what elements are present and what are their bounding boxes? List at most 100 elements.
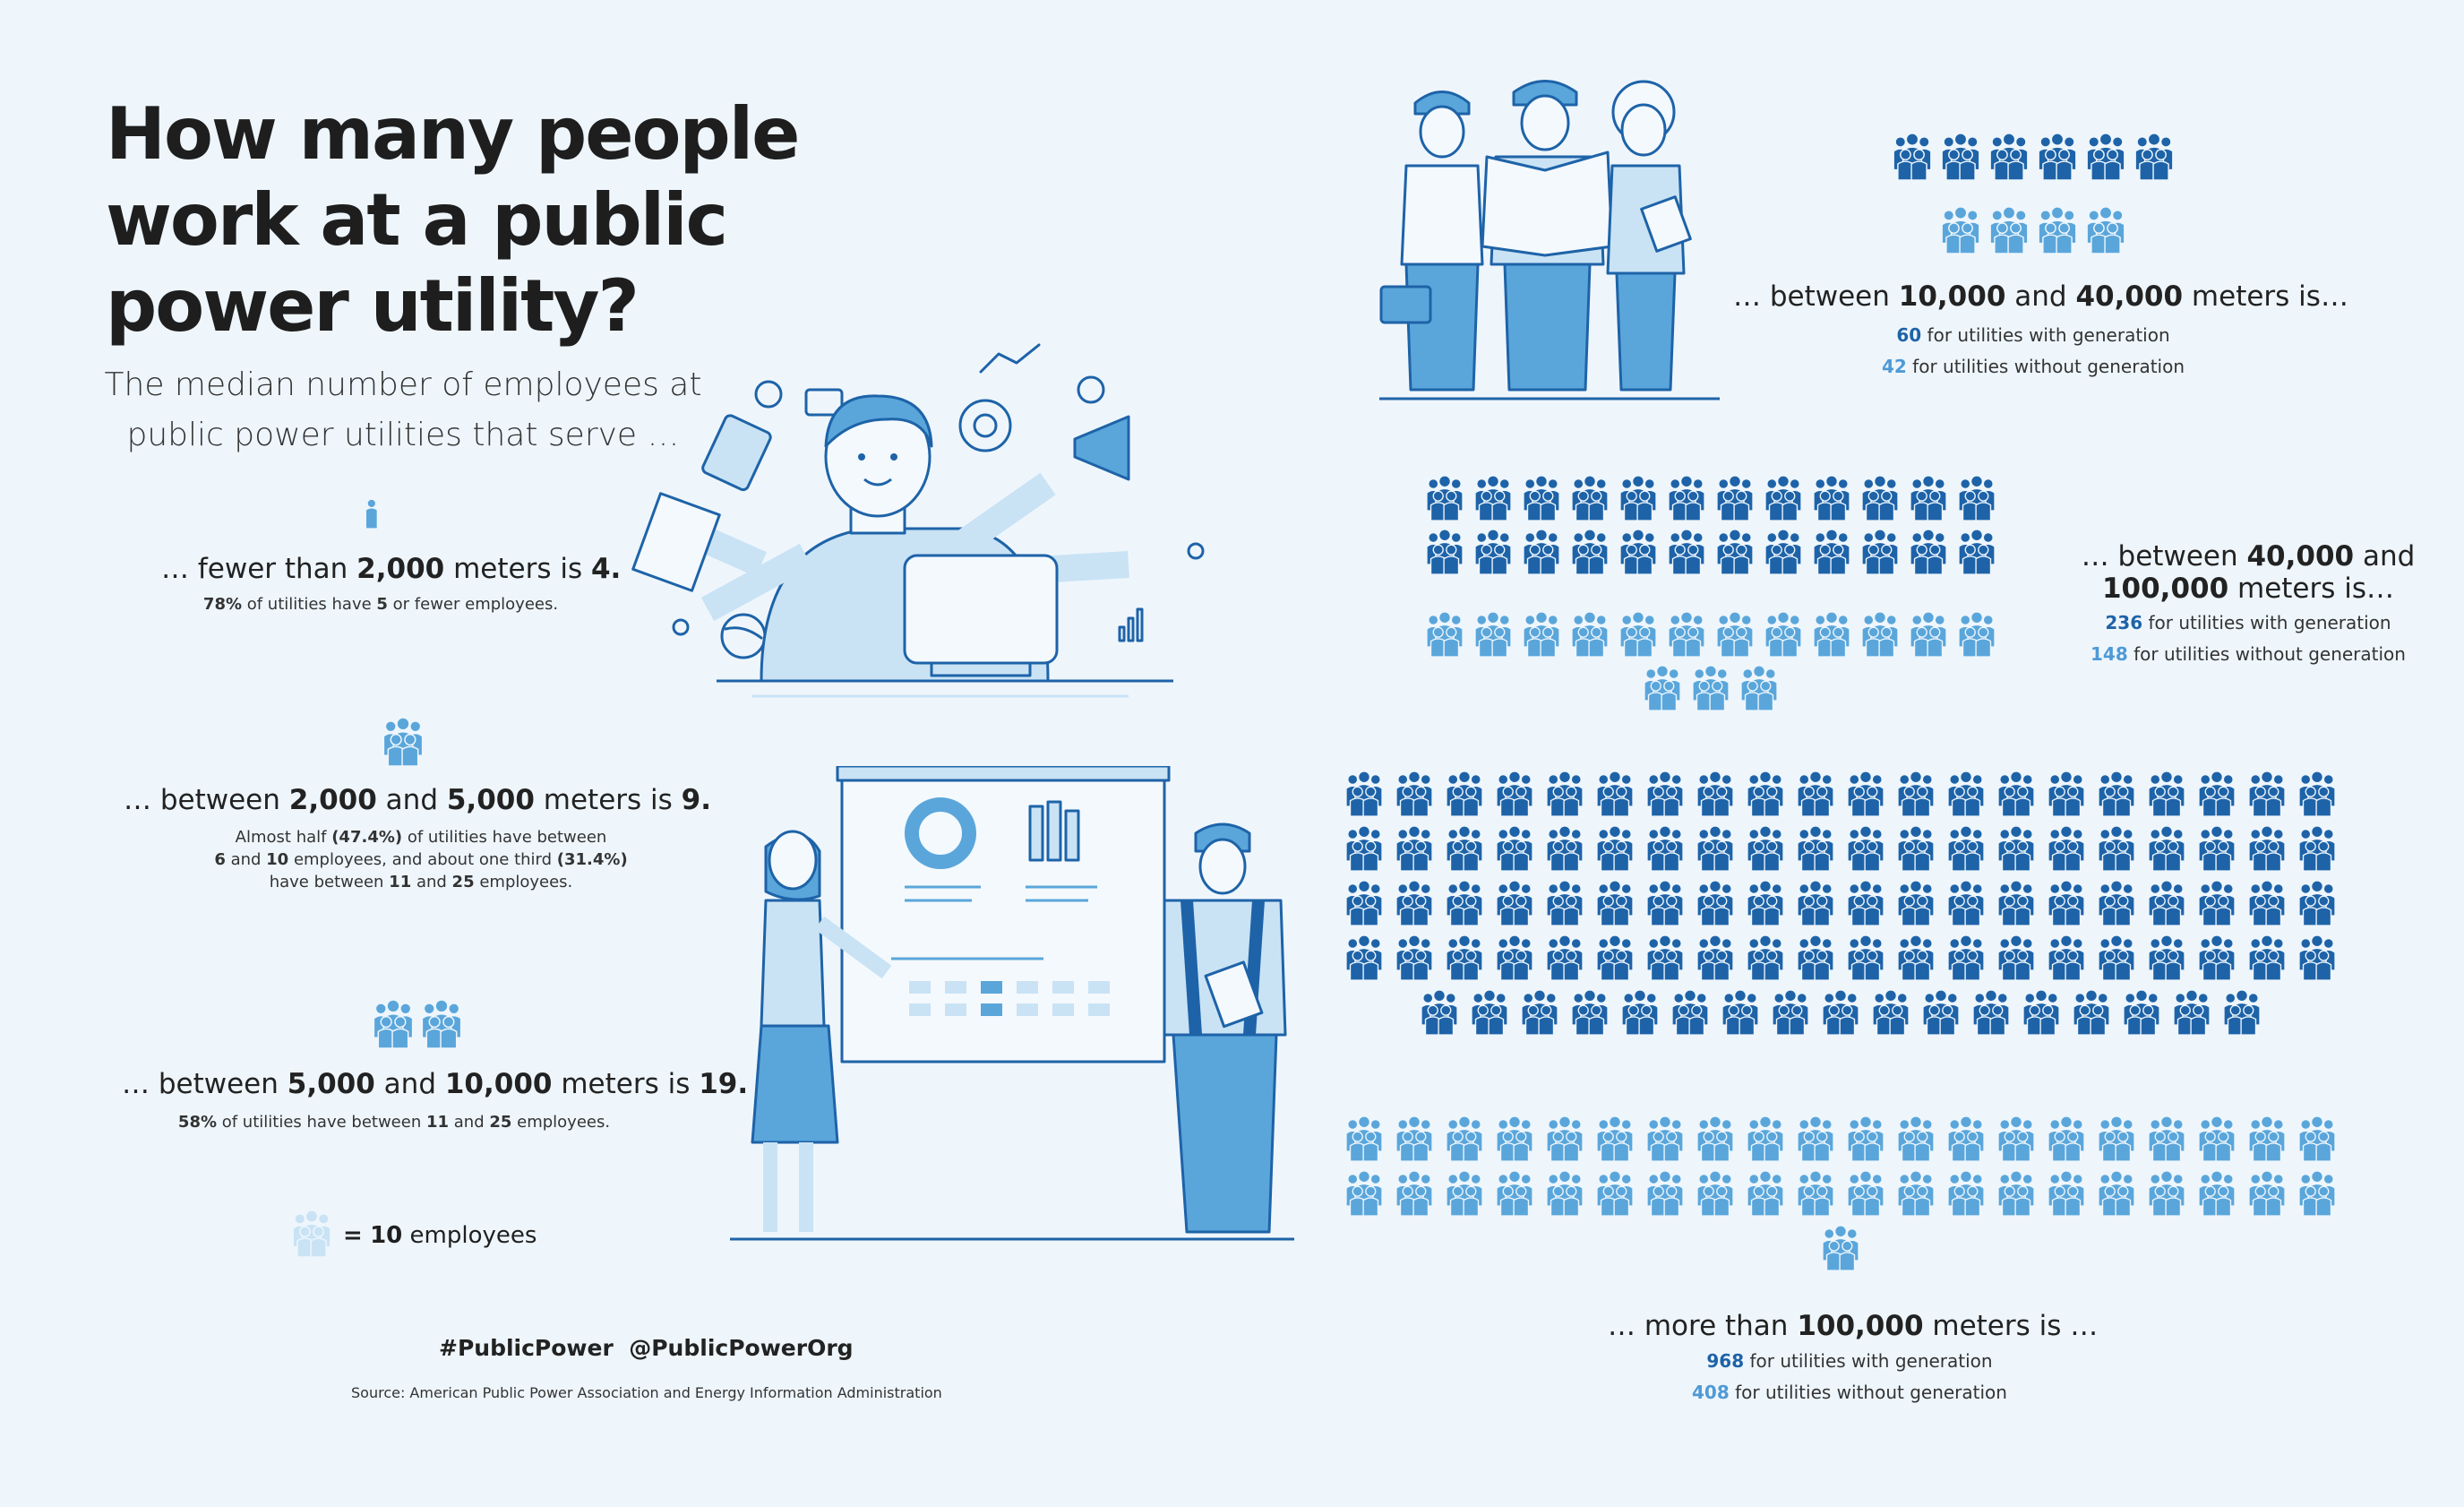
employee-group-icon xyxy=(1696,1170,1734,1216)
employee-group-item xyxy=(1473,475,1513,521)
employee-group-item xyxy=(1746,1170,1785,1216)
employee-group-icon xyxy=(1997,880,2035,926)
employee-group-icon xyxy=(1997,771,2035,816)
employee-group-item xyxy=(1420,989,1459,1035)
icons-gt100000-with-generation xyxy=(1330,771,2351,1044)
employee-group-item xyxy=(1896,934,1936,980)
employee-group-item xyxy=(1545,1115,1584,1161)
employee-group-item xyxy=(1696,934,1735,980)
employee-group-icon xyxy=(2198,1115,2236,1161)
employee-group-icon xyxy=(2123,989,2160,1035)
employee-group-icon xyxy=(2134,133,2174,180)
employee-group-icon xyxy=(1646,1170,1684,1216)
employee-group-icon xyxy=(1897,771,1935,816)
employee-group-icon xyxy=(2173,989,2211,1035)
employee-group-item xyxy=(1395,1115,1434,1161)
employee-group-item xyxy=(2247,771,2287,816)
employee-group-item xyxy=(1988,206,2030,254)
employee-group-item xyxy=(1896,1115,1936,1161)
employee-group-item xyxy=(1545,880,1584,926)
employee-group-item xyxy=(2247,880,2287,926)
employee-group-item xyxy=(2147,1115,2186,1161)
employee-group-item xyxy=(2297,934,2337,980)
employee-group-icon xyxy=(373,999,414,1048)
employee-group-icon xyxy=(1446,1115,1483,1161)
employee-group-item xyxy=(2247,1170,2287,1216)
employee-group-icon xyxy=(1496,771,1533,816)
employee-group-icon xyxy=(1997,1170,2035,1216)
employee-group-item xyxy=(1473,529,1513,574)
employee-group-item xyxy=(2047,825,2086,871)
employee-group-icon xyxy=(2148,934,2185,980)
employee-group-icon xyxy=(1922,989,1960,1035)
employee-group-item xyxy=(1520,989,1559,1035)
employee-group-item xyxy=(2147,1170,2186,1216)
employee-group-icon xyxy=(1426,611,1464,657)
employee-group-item xyxy=(2247,1115,2287,1161)
employee-group-item xyxy=(2047,934,2086,980)
employee-group-item xyxy=(1715,475,1755,521)
employee-group-item xyxy=(1946,1115,1986,1161)
employee-group-icon xyxy=(1764,611,1802,657)
employee-group-icon xyxy=(1910,611,1947,657)
employee-group-icon xyxy=(1958,475,1996,521)
employee-group-item xyxy=(1545,771,1584,816)
employee-group-icon xyxy=(1646,1115,1684,1161)
employee-group-item xyxy=(2085,133,2126,180)
employee-group-item xyxy=(1344,1170,1384,1216)
employee-group-icon xyxy=(1446,825,1483,871)
employee-group-item xyxy=(1667,611,1706,657)
icons-lt2000 xyxy=(354,488,379,538)
employee-group-item xyxy=(1764,475,1803,521)
employee-group-icon xyxy=(1496,825,1533,871)
employee-group-item xyxy=(1746,934,1785,980)
employee-group-item xyxy=(1470,989,1509,1035)
employee-group-icon xyxy=(1671,989,1709,1035)
employee-group-item xyxy=(1846,825,1885,871)
employee-group-item xyxy=(2085,206,2126,254)
employee-group-icon xyxy=(1813,611,1850,657)
employee-group-icon xyxy=(2298,1170,2336,1216)
employee-group-icon xyxy=(1797,1115,1834,1161)
employee-group-item xyxy=(1522,475,1561,521)
employee-group-icon xyxy=(2073,989,2110,1035)
employee-group-item xyxy=(1570,611,1610,657)
employee-group-icon xyxy=(1426,475,1464,521)
employee-group-item xyxy=(1957,529,1996,574)
employee-group-icon xyxy=(1446,771,1483,816)
employee-group-item xyxy=(1570,529,1610,574)
employee-group-icon xyxy=(1696,825,1734,871)
employee-group-item xyxy=(1595,771,1635,816)
employee-group-item xyxy=(1645,771,1685,816)
page-title: How many people work at a public power u… xyxy=(106,92,800,348)
employee-group-item xyxy=(1871,989,1910,1035)
employee-group-item xyxy=(1395,934,1434,980)
employee-group-item xyxy=(1988,133,2030,180)
employee-group-item xyxy=(1691,665,1730,710)
employee-group-icon xyxy=(1395,1115,1433,1161)
employee-group-icon xyxy=(2198,880,2236,926)
employee-group-item xyxy=(1445,934,1484,980)
employee-group-item xyxy=(1545,825,1584,871)
employee-group-item xyxy=(1344,825,1384,871)
employee-group-icon xyxy=(1668,475,1705,521)
employee-group-item xyxy=(1940,206,1981,254)
footer-tags: #PublicPower @PublicPowerOrg xyxy=(439,1335,854,1361)
twitter-handle: @PublicPowerOrg xyxy=(629,1335,854,1361)
employee-group-item xyxy=(2122,989,2161,1035)
employee-group-icon xyxy=(1471,989,1508,1035)
employee-group-icon xyxy=(2048,825,2085,871)
source-note: Source: American Public Power Associatio… xyxy=(351,1384,942,1401)
employee-group-item xyxy=(382,717,425,766)
employee-group-item xyxy=(1946,825,1986,871)
employee-group-item xyxy=(1425,529,1464,574)
employee-group-item xyxy=(1570,989,1610,1035)
employee-group-icon xyxy=(2086,206,2125,254)
employee-group-item xyxy=(1696,1170,1735,1216)
employee-group-icon xyxy=(2148,1170,2185,1216)
employee-group-icon xyxy=(1822,1225,1859,1270)
employee-group-icon xyxy=(1696,1115,1734,1161)
employee-group-icon xyxy=(421,999,462,1048)
employee-group-icon xyxy=(1668,611,1705,657)
employee-group-icon xyxy=(1972,989,2010,1035)
